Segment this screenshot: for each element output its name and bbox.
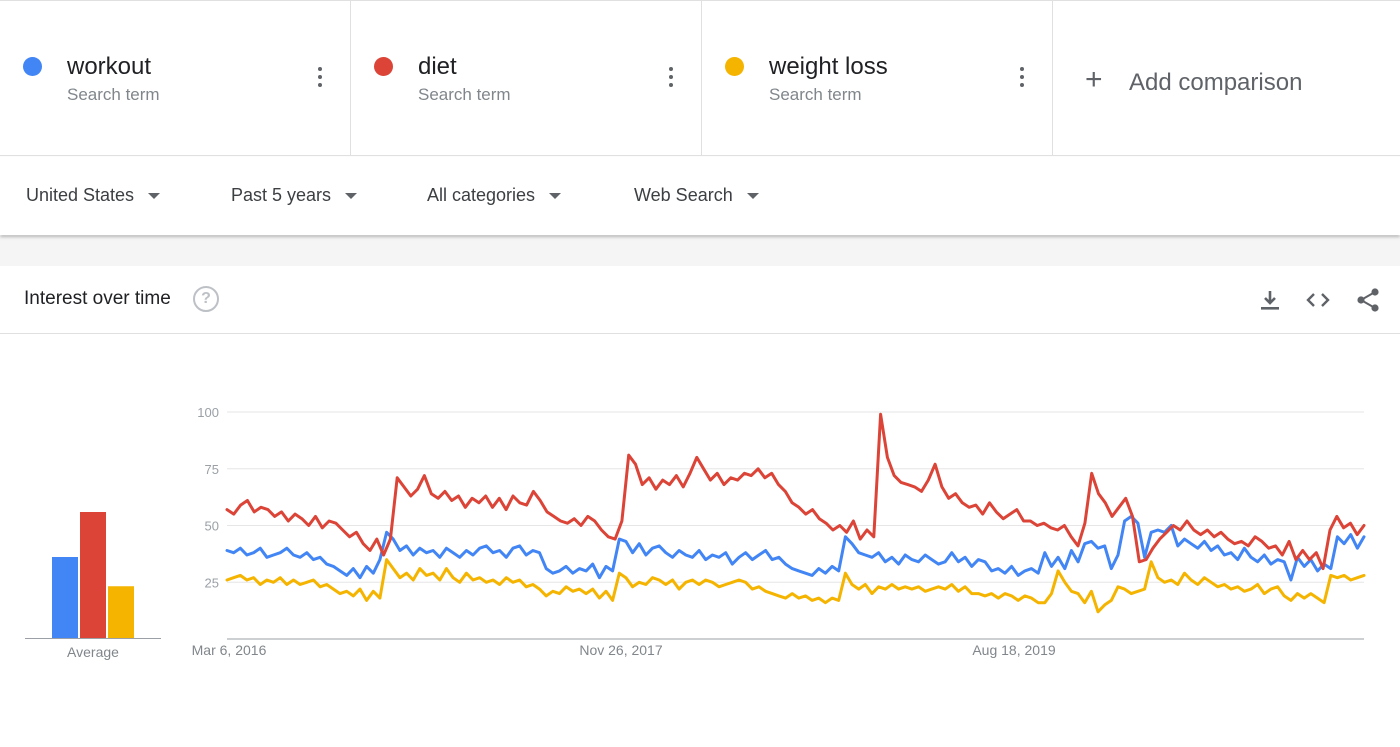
interest-over-time-header: Interest over time ? (0, 266, 1400, 334)
more-options-icon[interactable] (667, 67, 675, 91)
dropdown-arrow-icon (746, 192, 759, 199)
share-icon[interactable] (1355, 287, 1381, 313)
term-name: weight loss (769, 53, 888, 80)
average-bar-weight-loss (108, 586, 134, 638)
average-bar-workout (52, 557, 78, 638)
question-icon[interactable]: ? (193, 286, 219, 312)
search-term-bar: workout Search term diet Search term wei… (0, 0, 1400, 156)
plus-icon: + (1085, 63, 1103, 96)
time-range-filter-dropdown[interactable]: Past 5 years (231, 185, 358, 206)
add-comparison-label: Add comparison (1129, 69, 1303, 96)
section-divider (0, 236, 1400, 266)
dropdown-arrow-icon (549, 192, 562, 199)
search-term-card-workout[interactable]: workout Search term (0, 1, 351, 155)
term-name: workout (67, 53, 152, 80)
dropdown-arrow-icon (148, 192, 161, 199)
term-color-dot (23, 57, 42, 76)
add-comparison-button[interactable]: + Add comparison (1051, 1, 1400, 155)
series-line-workout (225, 514, 1366, 582)
average-label: Average (67, 644, 119, 660)
x-tick-label: Aug 18, 2019 (972, 642, 1056, 658)
more-options-icon[interactable] (1018, 67, 1026, 91)
search-type-filter-dropdown[interactable]: Web Search (634, 185, 759, 206)
filter-label: All categories (427, 185, 536, 205)
category-filter-dropdown[interactable]: All categories (427, 185, 562, 206)
x-tick-label: Mar 6, 2016 (192, 642, 267, 658)
average-bar-diet (80, 512, 106, 638)
filter-bar: United States Past 5 years All categorie… (0, 157, 1400, 235)
term-type: Search term (418, 85, 511, 104)
interest-over-time-chart: 25 50 75 100 Mar 6, 2016 Nov 26, 2017 Aug 18, … (0, 335, 1400, 742)
x-tick-label: Nov 26, 2017 (579, 642, 662, 658)
search-term-card-diet[interactable]: diet Search term (351, 1, 702, 155)
y-tick-label: 100 (197, 405, 219, 420)
y-tick-label: 50 (205, 519, 219, 534)
term-color-dot (725, 57, 744, 76)
y-tick-label: 25 (205, 575, 219, 590)
more-options-icon[interactable] (316, 67, 324, 91)
embed-code-icon[interactable] (1305, 287, 1331, 313)
download-icon[interactable] (1257, 287, 1283, 313)
series-line-weight-loss (225, 558, 1366, 614)
card-title: Interest over time (24, 288, 171, 309)
y-tick-label: 75 (205, 462, 219, 477)
region-filter-dropdown[interactable]: United States (26, 185, 161, 206)
term-color-dot (374, 57, 393, 76)
filter-label: Web Search (634, 185, 733, 205)
series-line-diet (225, 412, 1366, 571)
term-type: Search term (769, 85, 862, 104)
filter-label: Past 5 years (231, 185, 332, 205)
dropdown-arrow-icon (345, 192, 358, 199)
term-name: diet (418, 53, 457, 80)
chart-svg: 25 50 75 100 Mar 6, 2016 Nov 26, 2017 Aug 18, … (25, 405, 1366, 660)
search-term-card-weight-loss[interactable]: weight loss Search term (702, 1, 1053, 155)
filter-label: United States (26, 185, 135, 205)
term-type: Search term (67, 85, 160, 104)
